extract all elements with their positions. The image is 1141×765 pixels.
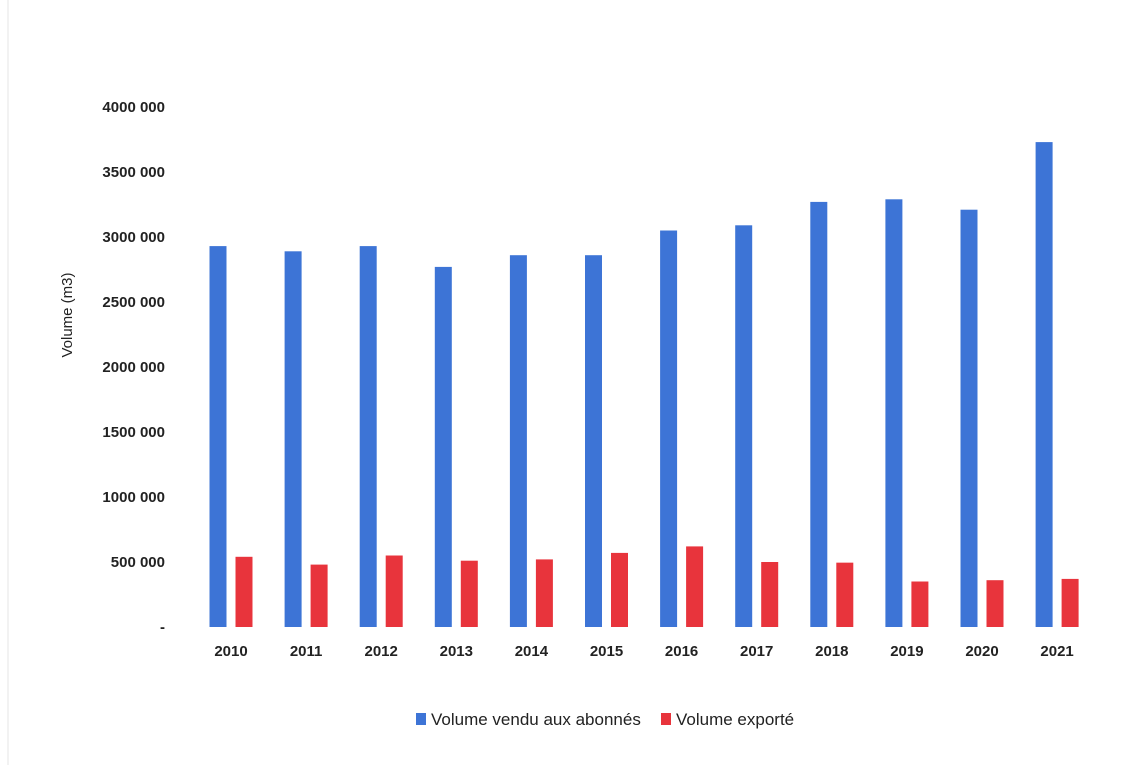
- bar-volume-vendu: [209, 246, 227, 627]
- y-axis: - 500 000 1000 000 1500 000 2000 000 2500 000…: [102, 99, 165, 636]
- legend-label-volume-vendu: Volume vendu aux abonnés: [431, 710, 641, 729]
- legend-label-volume-exporte: Volume exporté: [676, 710, 794, 729]
- bar-volume-vendu: [735, 225, 753, 628]
- y-axis-label: Volume (m3): [59, 272, 76, 357]
- x-tick-label: 2010: [214, 643, 247, 660]
- y-tick-label: 3000 000: [102, 229, 165, 246]
- bar-volume-exporte: [911, 581, 929, 627]
- bar-volume-vendu: [810, 201, 828, 627]
- y-tick-label: 1500 000: [102, 424, 165, 441]
- x-tick-label: 2018: [815, 643, 848, 660]
- y-tick-label: 4000 000: [102, 99, 165, 116]
- bar-volume-vendu: [509, 255, 527, 627]
- x-tick-label: 2017: [740, 643, 773, 660]
- bar-volume-vendu: [434, 266, 452, 627]
- y-tick-label: 500 000: [111, 554, 165, 571]
- bar-volume-vendu: [960, 209, 978, 627]
- legend-swatch-volume-vendu: [416, 713, 426, 725]
- bar-volume-exporte: [761, 562, 779, 627]
- x-tick-label: 2020: [965, 643, 998, 660]
- legend: Volume vendu aux abonnés Volume exporté: [416, 710, 794, 729]
- y-tick-label: 2500 000: [102, 294, 165, 311]
- bars: [209, 142, 1079, 628]
- bar-volume-exporte: [235, 556, 253, 627]
- bar-volume-exporte: [385, 555, 403, 627]
- bar-volume-exporte: [1061, 578, 1079, 627]
- x-tick-label: 2019: [890, 643, 923, 660]
- x-tick-label: 2012: [365, 643, 398, 660]
- bar-volume-exporte: [310, 564, 328, 627]
- bar-volume-exporte: [986, 580, 1004, 627]
- y-tick-label: 2000 000: [102, 359, 165, 376]
- bar-volume-vendu: [660, 230, 678, 627]
- y-tick-label: -: [160, 619, 165, 636]
- bar-volume-exporte: [535, 559, 553, 627]
- bar-volume-exporte: [836, 562, 854, 627]
- y-tick-label: 1000 000: [102, 489, 165, 506]
- x-tick-label: 2014: [515, 643, 549, 660]
- y-tick-label: 3500 000: [102, 164, 165, 181]
- x-tick-label: 2016: [665, 643, 698, 660]
- bar-volume-vendu: [885, 199, 903, 628]
- bar-volume-exporte: [686, 546, 704, 627]
- bar-volume-vendu: [284, 251, 302, 628]
- x-tick-label: 2011: [290, 643, 323, 660]
- bar-volume-vendu: [585, 255, 602, 627]
- x-tick-label: 2013: [440, 643, 473, 660]
- x-tick-label: 2021: [1040, 643, 1073, 660]
- bar-volume-vendu: [1035, 142, 1053, 627]
- x-tick-label: 2015: [590, 643, 623, 660]
- bar-volume-vendu: [359, 246, 377, 627]
- legend-swatch-volume-exporte: [661, 713, 671, 725]
- bar-volume-exporte: [611, 552, 628, 627]
- x-axis: 2010 2011 2012 2013 2014 2015 2016 2017 2018 2019…: [214, 643, 1073, 660]
- bar-volume-exporte: [460, 560, 478, 627]
